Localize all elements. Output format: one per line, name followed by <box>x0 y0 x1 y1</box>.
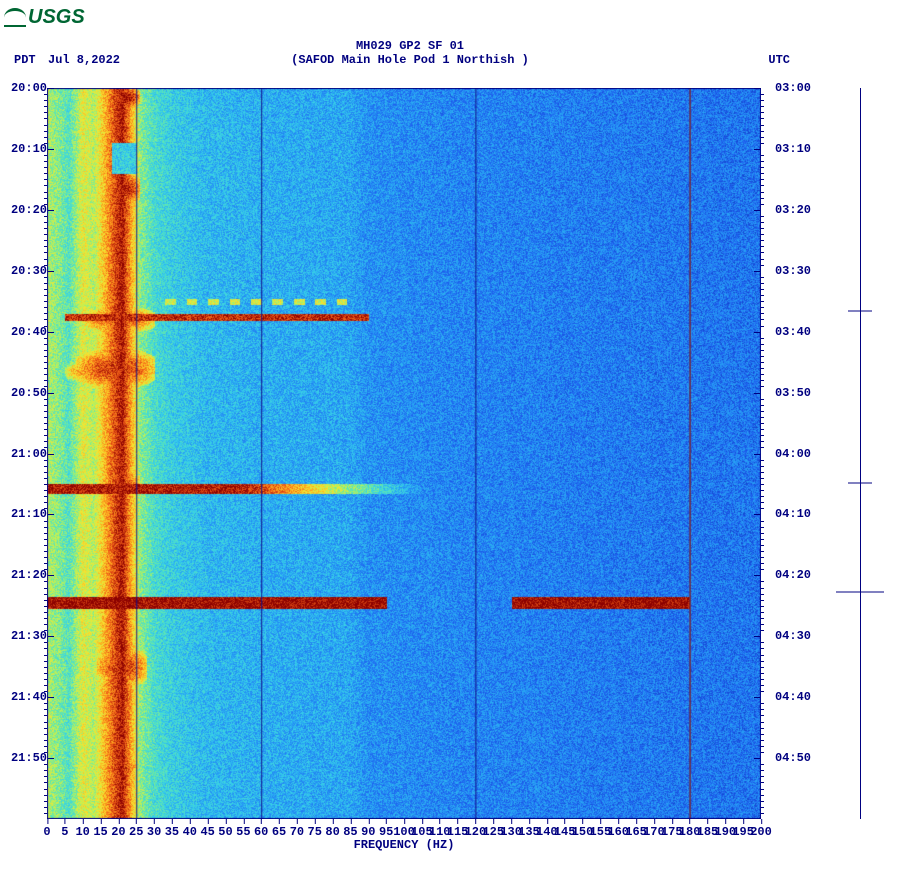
x-tick: 70 <box>290 825 304 839</box>
x-tick: 15 <box>93 825 107 839</box>
right-timezone: UTC <box>768 53 790 67</box>
y-tick-right: 03:30 <box>761 264 811 278</box>
y-tick-right: 04:30 <box>761 629 811 643</box>
y-tick-right: 04:40 <box>761 690 811 704</box>
x-tick: 80 <box>325 825 339 839</box>
station-subtitle: (SAFOD Main Hole Pod 1 Northish ) <box>0 53 820 67</box>
x-tick: 50 <box>218 825 232 839</box>
y-tick-left: 20:00 <box>0 81 47 95</box>
y-tick-right: 03:10 <box>761 142 811 156</box>
usgs-text: USGS <box>28 6 85 29</box>
x-axis-label: FREQUENCY (HZ) <box>47 838 761 852</box>
y-tick-right: 03:20 <box>761 203 811 217</box>
spectrogram-plot <box>47 88 761 819</box>
y-tick-left: 21:20 <box>0 568 47 582</box>
y-tick-left: 21:40 <box>0 690 47 704</box>
x-tick: 10 <box>75 825 89 839</box>
x-tick: 40 <box>183 825 197 839</box>
x-tick: 65 <box>272 825 286 839</box>
x-tick: 60 <box>254 825 268 839</box>
y-tick-right: 04:10 <box>761 507 811 521</box>
x-tick: 35 <box>165 825 179 839</box>
amplitude-scale <box>836 88 886 819</box>
y-tick-left: 21:10 <box>0 507 47 521</box>
x-tick: 25 <box>129 825 143 839</box>
x-tick: 95 <box>379 825 393 839</box>
usgs-logo: USGS <box>4 6 85 29</box>
x-tick: 75 <box>308 825 322 839</box>
y-tick-right: 03:00 <box>761 81 811 95</box>
x-tick: 90 <box>361 825 375 839</box>
y-tick-left: 21:30 <box>0 629 47 643</box>
y-tick-right: 04:00 <box>761 447 811 461</box>
y-tick-left: 21:00 <box>0 447 47 461</box>
y-tick-right: 03:50 <box>761 386 811 400</box>
y-tick-right: 04:50 <box>761 751 811 765</box>
y-tick-left: 21:50 <box>0 751 47 765</box>
y-tick-left: 20:50 <box>0 386 47 400</box>
x-tick: 30 <box>147 825 161 839</box>
x-tick: 85 <box>343 825 357 839</box>
x-tick: 0 <box>43 825 50 839</box>
y-tick-left: 20:30 <box>0 264 47 278</box>
y-tick-left: 20:40 <box>0 325 47 339</box>
y-tick-left: 20:20 <box>0 203 47 217</box>
spectrogram-canvas <box>47 88 761 819</box>
station-title: MH029 GP2 SF 01 <box>0 39 820 53</box>
scale-line <box>860 88 861 819</box>
y-axis-left: 20:0020:1020:2020:3020:4020:5021:0021:10… <box>0 88 47 819</box>
x-tick: 5 <box>61 825 68 839</box>
y-tick-right: 03:40 <box>761 325 811 339</box>
x-tick: 45 <box>200 825 214 839</box>
y-tick-right: 04:20 <box>761 568 811 582</box>
x-tick: 55 <box>236 825 250 839</box>
wave-icon <box>4 8 26 27</box>
x-tick: 20 <box>111 825 125 839</box>
y-tick-left: 20:10 <box>0 142 47 156</box>
x-tick: 200 <box>750 825 772 839</box>
y-axis-right: 03:0003:1003:2003:3003:4003:5004:0004:10… <box>761 88 811 819</box>
